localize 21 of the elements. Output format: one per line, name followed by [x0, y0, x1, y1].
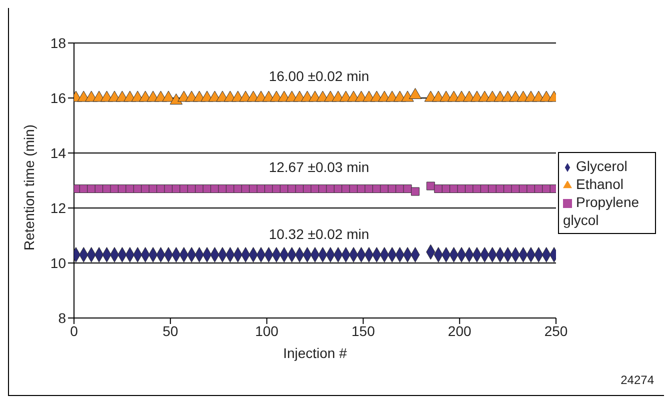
text: 24274 [620, 373, 654, 387]
legend-label: Propylene glycol [563, 194, 640, 228]
legend-label: Ethanol [576, 176, 624, 192]
x-tick-label: 250 [544, 322, 568, 339]
y-tick-label: 18 [50, 34, 66, 51]
y-tick-label: 12 [50, 200, 66, 216]
y-tick-label: 8 [58, 310, 66, 326]
x-tick-label: 200 [448, 322, 472, 339]
y-axis-title: Retention time (min) [20, 124, 37, 250]
annotation: 16.00 ±0.02 min [268, 68, 370, 84]
x-tick-label: 0 [70, 322, 78, 339]
legend-label: Glycerol [576, 158, 628, 174]
x-tick-label: 50 [162, 322, 178, 339]
y-tick-label: 10 [50, 254, 66, 271]
annotation: 10.32 ±0.02 min [268, 226, 370, 242]
x-tick-label: 150 [352, 322, 376, 339]
annotation: 12.67 ±0.03 min [268, 159, 370, 175]
x-axis-title: Injection # [283, 345, 348, 361]
x-tick-label: 100 [255, 322, 279, 339]
y-tick-label: 14 [50, 144, 66, 161]
y-tick-label: 16 [50, 90, 66, 106]
